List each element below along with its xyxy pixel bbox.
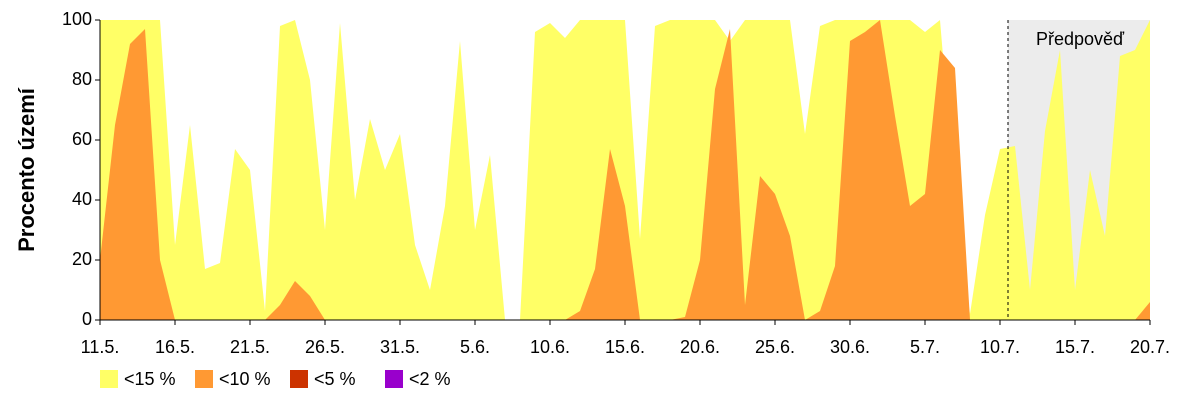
y-tick-label: 20: [72, 249, 92, 269]
x-tick-label: 20.7.: [1130, 337, 1170, 357]
x-tick-label: 25.6.: [755, 337, 795, 357]
x-tick-label: 31.5.: [380, 337, 420, 357]
legend-label: <15 %: [124, 369, 176, 389]
x-tick-label: 5.6.: [460, 337, 490, 357]
y-axis-label: Procento území: [14, 87, 39, 252]
y-tick-label: 80: [72, 69, 92, 89]
x-tick-label: 20.6.: [680, 337, 720, 357]
x-tick-label: 15.6.: [605, 337, 645, 357]
x-tick-label: 11.5.: [81, 337, 120, 357]
x-tick-label: 16.5.: [155, 337, 195, 357]
x-tick-label: 10.6.: [530, 337, 570, 357]
x-tick-label: 15.7.: [1055, 337, 1095, 357]
forecast-label: Předpověď: [1036, 29, 1125, 49]
x-tick-label: 30.6.: [830, 337, 870, 357]
y-tick-label: 60: [72, 129, 92, 149]
x-tick-label: 21.5.: [230, 337, 270, 357]
y-tick-label: 40: [72, 189, 92, 209]
x-tick-label: 5.7.: [910, 337, 940, 357]
legend-label: <2 %: [409, 369, 451, 389]
y-tick-label: 0: [82, 309, 92, 329]
legend-swatch: [100, 370, 118, 388]
x-tick-label: 26.5.: [305, 337, 345, 357]
legend-swatch: [195, 370, 213, 388]
legend-label: <5 %: [314, 369, 356, 389]
legend-label: <10 %: [219, 369, 271, 389]
x-tick-label: 10.7.: [980, 337, 1020, 357]
y-tick-label: 100: [62, 9, 92, 29]
legend-swatch: [385, 370, 403, 388]
legend-swatch: [290, 370, 308, 388]
area: [100, 20, 1150, 320]
areas: [100, 20, 1150, 320]
